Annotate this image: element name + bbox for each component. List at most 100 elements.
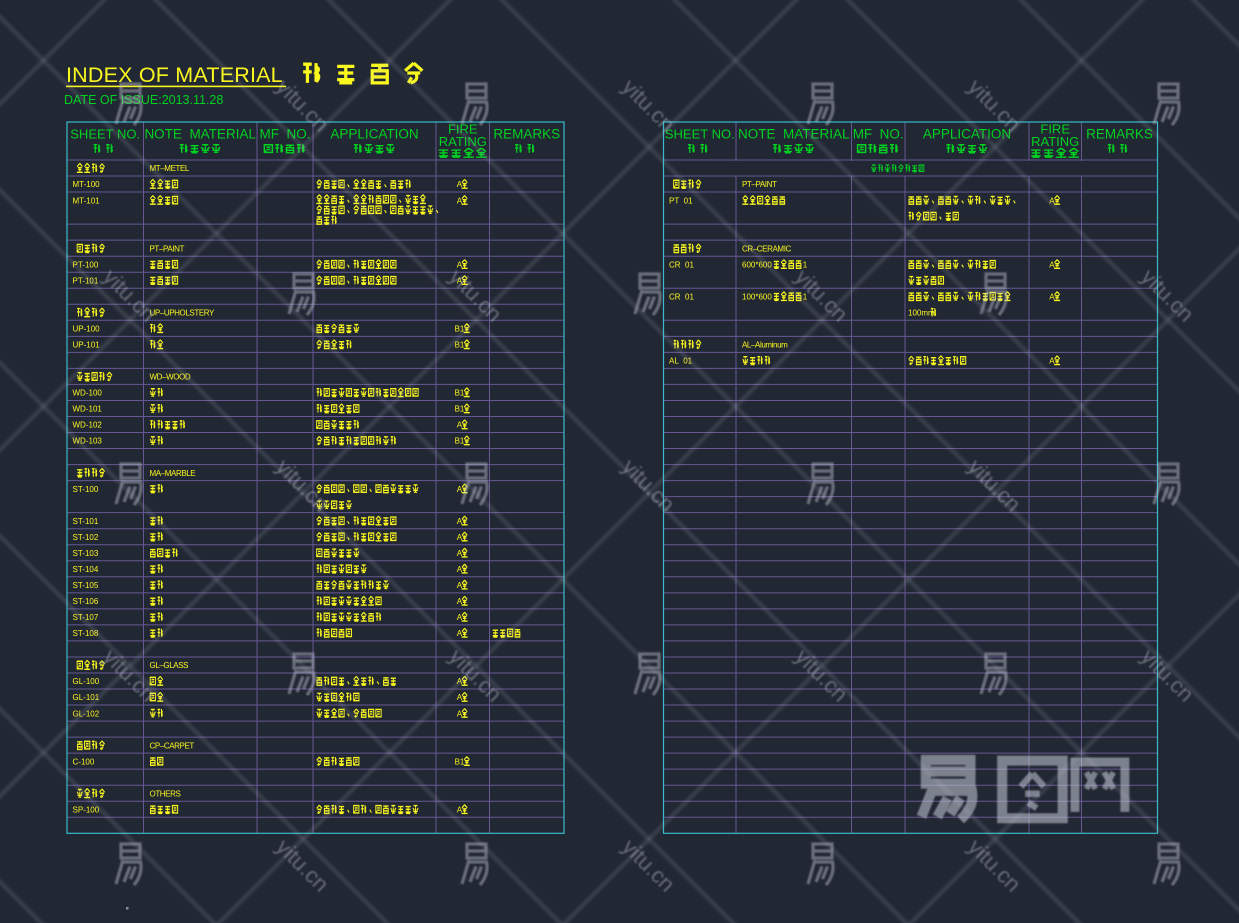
svg-text:A: A — [457, 597, 463, 606]
svg-text:GL-101: GL-101 — [73, 693, 100, 702]
svg-text:B1: B1 — [455, 757, 465, 766]
svg-text:CP–CARPET: CP–CARPET — [150, 741, 195, 750]
svg-text:A: A — [457, 533, 463, 542]
svg-text:A: A — [457, 581, 463, 590]
svg-text:100mm: 100mm — [908, 309, 935, 318]
svg-text:ST-108: ST-108 — [73, 629, 99, 638]
svg-text:yitu.cn: yitu.cn — [271, 834, 334, 897]
svg-text:ST-105: ST-105 — [73, 581, 99, 590]
svg-text:INDEX OF MATERIAL: INDEX OF MATERIAL — [66, 63, 283, 87]
svg-text:yitu.cn: yitu.cn — [98, 644, 161, 707]
svg-text:1: 1 — [803, 260, 808, 269]
svg-text:NOTE MATERIAL: NOTE MATERIAL — [738, 127, 850, 142]
svg-text:GL-102: GL-102 — [73, 709, 100, 718]
svg-text:A: A — [457, 549, 463, 558]
svg-text:A: A — [457, 517, 463, 526]
svg-text:MA–MARBLE: MA–MARBLE — [150, 469, 196, 478]
svg-text:WD–WOOD: WD–WOOD — [150, 373, 191, 382]
svg-text:yitu.cn: yitu.cn — [98, 264, 161, 327]
svg-text:ST-102: ST-102 — [73, 533, 99, 542]
svg-text:ST-107: ST-107 — [73, 613, 99, 622]
svg-text:yitu.cn: yitu.cn — [271, 454, 334, 517]
svg-text:FIRE: FIRE — [1040, 122, 1070, 137]
svg-text:yitu.cn: yitu.cn — [444, 644, 507, 707]
svg-text:SP-100: SP-100 — [73, 806, 100, 815]
svg-text:MT-100: MT-100 — [73, 180, 101, 189]
svg-text:REMARKS: REMARKS — [493, 127, 560, 142]
svg-text:B1: B1 — [455, 437, 465, 446]
svg-text:UP-100: UP-100 — [73, 325, 101, 334]
svg-text:REMARKS: REMARKS — [1086, 127, 1153, 142]
svg-text:A: A — [457, 485, 463, 494]
svg-text:600*600: 600*600 — [742, 260, 772, 269]
svg-text:NOTE MATERIAL: NOTE MATERIAL — [144, 127, 256, 142]
svg-text:yitu.cn: yitu.cn — [444, 264, 507, 327]
svg-text:A: A — [457, 629, 463, 638]
svg-text:B1: B1 — [455, 405, 465, 414]
svg-text:A: A — [457, 613, 463, 622]
svg-text:ST-106: ST-106 — [73, 597, 99, 606]
svg-text:yitu.cn: yitu.cn — [1136, 264, 1199, 327]
svg-text:yitu.cn: yitu.cn — [790, 644, 853, 707]
svg-text:yitu.cn: yitu.cn — [790, 264, 853, 327]
svg-text:yitu.cn: yitu.cn — [617, 454, 680, 517]
svg-text:yitu.cn: yitu.cn — [617, 834, 680, 897]
svg-text:yitu.cn: yitu.cn — [963, 74, 1026, 137]
svg-text:C-100: C-100 — [73, 757, 95, 766]
svg-text:yitu.cn: yitu.cn — [963, 834, 1026, 897]
svg-text:PT-100: PT-100 — [73, 260, 99, 269]
svg-text:UP-101: UP-101 — [73, 341, 101, 350]
svg-text:B1: B1 — [455, 325, 465, 334]
svg-text:PT–PAINT: PT–PAINT — [742, 180, 777, 189]
svg-text:MF NO.: MF NO. — [260, 127, 311, 142]
svg-text:A: A — [457, 180, 463, 189]
svg-text:A: A — [457, 806, 463, 815]
svg-text:100*600: 100*600 — [742, 293, 772, 302]
svg-text:UP–UPHOLSTERY: UP–UPHOLSTERY — [150, 309, 216, 318]
svg-text:AL–Aluminum: AL–Aluminum — [742, 341, 788, 350]
svg-text:WD-102: WD-102 — [73, 421, 103, 430]
svg-text:A: A — [457, 421, 463, 430]
svg-text:MT–METEL: MT–METEL — [150, 164, 190, 173]
svg-text:GL–GLASS: GL–GLASS — [150, 661, 189, 670]
svg-text:APPLICATION: APPLICATION — [330, 127, 418, 142]
svg-text:ST-100: ST-100 — [73, 485, 99, 494]
svg-text:yitu.cn: yitu.cn — [617, 74, 680, 137]
svg-text:CR 01: CR 01 — [669, 260, 694, 269]
svg-text:yitu.cn: yitu.cn — [271, 74, 334, 137]
svg-text:DATE OF ISSUE:2013.11.28: DATE OF ISSUE:2013.11.28 — [64, 93, 223, 107]
svg-text:A: A — [1049, 196, 1055, 205]
svg-text:A: A — [457, 709, 463, 718]
svg-text:WD-100: WD-100 — [73, 389, 103, 398]
svg-text:ST-103: ST-103 — [73, 549, 99, 558]
svg-text:A: A — [457, 260, 463, 269]
svg-text:WD-103: WD-103 — [73, 437, 103, 446]
svg-text:APPLICATION: APPLICATION — [923, 127, 1011, 142]
svg-text:OTHERS: OTHERS — [150, 789, 181, 798]
svg-text:PT–PAINT: PT–PAINT — [150, 244, 185, 253]
svg-text:RATING: RATING — [1031, 134, 1079, 149]
svg-text:GL-100: GL-100 — [73, 677, 100, 686]
svg-text:AL 01: AL 01 — [669, 357, 693, 366]
svg-text:WD-101: WD-101 — [73, 405, 103, 414]
svg-text:B1: B1 — [455, 389, 465, 398]
svg-text:MF NO.: MF NO. — [853, 127, 904, 142]
svg-text:ST-101: ST-101 — [73, 517, 99, 526]
svg-text:A: A — [1049, 293, 1055, 302]
svg-text:PT 01: PT 01 — [669, 196, 693, 205]
svg-text:yitu.cn: yitu.cn — [1136, 644, 1199, 707]
svg-text:CR 01: CR 01 — [669, 293, 694, 302]
svg-text:A: A — [457, 565, 463, 574]
svg-text:1: 1 — [803, 293, 808, 302]
svg-text:B1: B1 — [455, 341, 465, 350]
svg-text:yitu.cn: yitu.cn — [963, 454, 1026, 517]
svg-text:A: A — [457, 276, 463, 285]
svg-text:ST-104: ST-104 — [73, 565, 99, 574]
svg-text:A: A — [457, 693, 463, 702]
svg-text:CR–CERAMIC: CR–CERAMIC — [742, 244, 792, 253]
svg-text:A: A — [1049, 357, 1055, 366]
svg-text:A: A — [457, 196, 463, 205]
svg-text:A: A — [1049, 260, 1055, 269]
svg-text:SHEET NO.: SHEET NO. — [665, 127, 735, 142]
svg-text:MT-101: MT-101 — [73, 196, 101, 205]
